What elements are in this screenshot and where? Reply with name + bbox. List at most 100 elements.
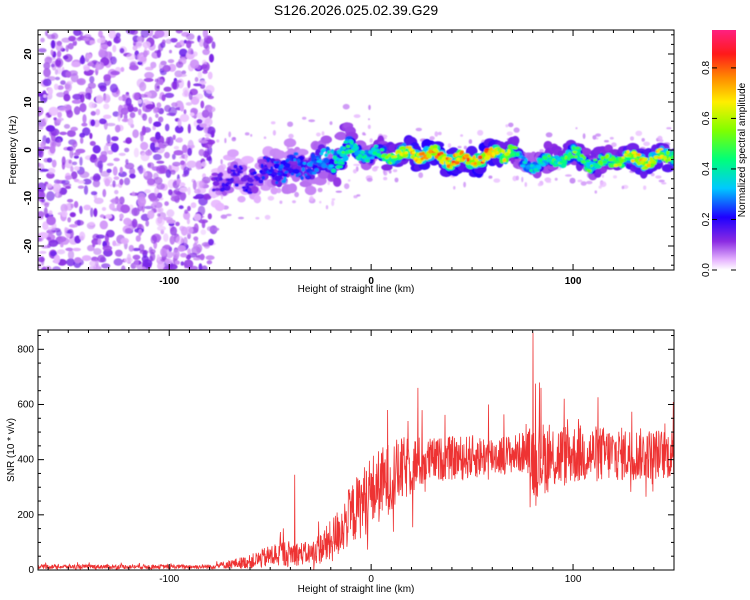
spectrogram-noise-blob [144,71,155,79]
spectrogram-noise-blob [153,146,161,151]
spectrogram-ridge-blob [327,150,331,155]
spectrogram-noise-blob [65,44,69,53]
spectrogram-noise-blob [188,91,193,100]
spectrogram-noise-blob [187,47,194,55]
spectrogram-noise-blob [147,178,156,186]
spectrogram-ridge-blob [520,164,526,168]
spectrogram-ridge-blob [268,169,273,173]
spectrogram-noise-blob [95,174,101,181]
spectrogram-noise-blob [179,187,188,193]
spectrogram-ridge-blob [633,154,637,158]
spectrogram-noise-blob [185,102,193,106]
spectrogram-ridge-blob [605,153,610,159]
spectrogram-blobs [38,30,674,270]
spectrogram-speckle [325,205,329,210]
spectrogram-ridge-blob [302,161,307,165]
spectrogram-noise-blob [100,151,108,157]
spectrogram-ridge-blob [387,153,392,157]
spectrogram-noise-blob [186,40,192,49]
spectrogram-noise-blob [196,119,203,124]
spectrogram-noise-blob [208,238,214,246]
spectrogram-noise-blob [107,40,112,47]
spectrogram-speckle [317,187,323,193]
spectrogram-ridge-blob [477,155,483,160]
spectrogram-speckle [515,175,520,181]
spectrogram-noise-blob [166,112,176,116]
spectrogram-speckle [505,124,509,128]
spectrogram-ridge-blob [534,169,540,173]
spectrogram-noise-blob [178,182,186,188]
spectrogram-noise-blob [49,145,56,154]
spectrogram-ridge-blob [547,154,552,158]
spectrogram-noise-blob [46,191,55,202]
spectrogram-noise-blob [105,51,112,59]
spectrogram-ridge-blob [608,162,612,166]
spectrogram-noise-blob [53,254,61,264]
spectrogram-ridge-blob [287,183,297,194]
spectrogram-ridge-blob [429,145,434,150]
spectrogram-noise-blob [169,235,175,245]
spectrogram-noise-blob [69,149,74,159]
spectrogram-noise-blob [173,150,184,156]
spectrogram-ridge-blob [464,154,469,158]
spectrogram-noise-blob [73,166,80,171]
spectrogram-noise-blob [70,166,74,173]
spectrogram-ridge-blob [372,151,378,155]
spectrogram-ridge-blob [214,202,225,212]
spectrogram-noise-blob [161,39,166,45]
spectrogram-ridge-blob [290,172,295,176]
spectrogram-speckle [658,139,664,143]
spectrogram-noise-blob [198,80,207,85]
spectrogram-noise-blob [72,40,78,46]
spectrogram-noise-blob [158,142,164,149]
spectrogram-noise-blob [44,202,50,208]
spectrogram-noise-blob [70,203,74,209]
spectrogram-ridge-blob [621,156,625,159]
spectrogram-ridge-blob [212,180,220,187]
spectrogram-ridge-blob [341,150,346,154]
spectrogram-speckle [447,143,452,148]
spectrogram-speckle [415,127,422,132]
spectrogram-speckle [650,172,655,177]
spectrogram-ridge-blob [211,188,216,192]
spectrogram-noise-blob [73,30,82,36]
spectrogram-noise-blob [175,61,184,68]
spectrogram-ridge-blob [320,135,332,144]
spectrogram-noise-blob [120,237,129,245]
spectrogram-noise-blob [97,160,104,169]
spectrogram-noise-blob [157,207,164,213]
spectrogram-noise-blob [125,137,132,145]
spectrogram-ridge-blob [295,148,309,156]
spectrogram-ridge-blob [626,150,630,154]
spectrogram-ridge-blob [240,164,248,172]
spectrogram-ridge-blob [271,174,275,178]
spectrogram-noise-blob [180,160,185,166]
spectrogram-ridge-blob [285,158,290,163]
spectrogram-ridge-blob [619,158,625,164]
spectrogram-noise-blob [65,71,72,78]
spectrogram-speckle [565,174,572,177]
spectrogram-speckle [321,131,325,136]
spectrogram-speckle [362,132,366,136]
spectrogram-speckle [468,139,473,144]
spectrogram-noise-blob [158,78,164,86]
spectrogram-noise-blob [177,73,187,77]
spectrogram-ridge-blob [491,152,496,157]
spectrogram-ridge-blob [264,164,268,167]
spectrogram-noise-blob [45,125,56,132]
spectrogram-ridge-blob [428,149,433,154]
spectrogram-noise-blob [95,234,105,239]
spectrogram-ridge-blob [228,180,233,184]
spectrogram-noise-blob [112,44,117,53]
spectrogram-ridge-blob [261,175,266,180]
spectrogram-noise-blob [103,114,112,120]
spectrogram-ridge-blob [511,135,520,146]
spectrogram-speckle [250,134,253,137]
spectrogram-noise-blob [207,95,214,100]
spectrogram-noise-blob [89,260,98,267]
spectrogram-ridge-blob [451,160,456,164]
spectrogram-noise-blob [193,223,199,234]
spectrogram-noise-blob [87,82,96,89]
spectrogram-ridge-blob [449,165,453,170]
spectrogram-speckle [287,121,294,127]
